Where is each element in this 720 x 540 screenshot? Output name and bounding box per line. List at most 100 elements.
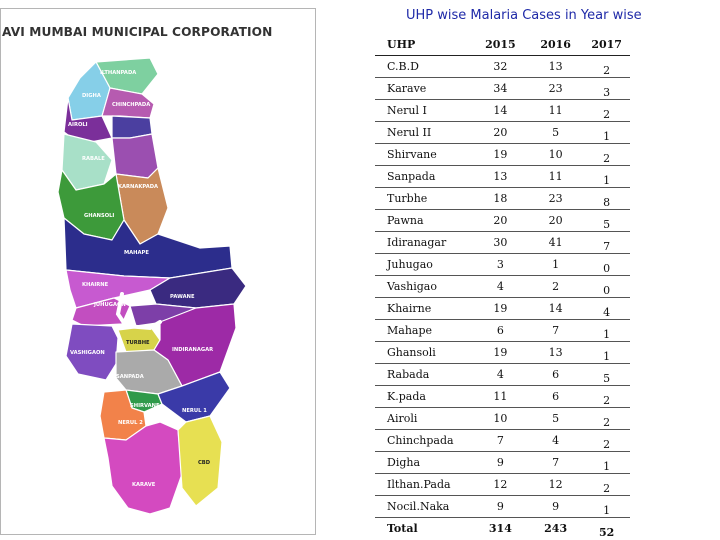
- cases-2016-cell: 23: [528, 77, 584, 100]
- cases-2016-cell: 10: [528, 143, 584, 166]
- cases-2017-cell: 1: [583, 495, 630, 518]
- cases-2017-cell: 5: [583, 209, 630, 232]
- cases-2017-value: 1: [603, 350, 611, 363]
- cases-2017-cell: 5: [583, 363, 630, 386]
- cases-2016-cell: 2: [528, 275, 584, 298]
- region-turbhe: [117, 325, 161, 353]
- label-rabale: RABALE: [82, 156, 105, 162]
- region-karave: [103, 421, 183, 515]
- region-vashigaon: [65, 323, 119, 381]
- cases-2017-value: 1: [603, 460, 611, 473]
- cases-2017-value: 8: [603, 196, 611, 209]
- cases-2017-value: 1: [603, 130, 611, 143]
- header-2016: 2016: [528, 33, 584, 56]
- cases-2017-value: 2: [603, 438, 611, 451]
- cases-2017-value: 52: [598, 526, 615, 539]
- cases-2017-value: 5: [603, 372, 611, 385]
- table-row: Nerul II 20 5 1: [375, 121, 630, 144]
- cases-2017-cell: 2: [583, 99, 630, 122]
- uhp-cell: Shirvane: [375, 143, 473, 166]
- label-airoli: AIROLI: [68, 122, 88, 128]
- cases-2017-value: 0: [603, 262, 611, 275]
- cases-2017-cell: 1: [583, 451, 630, 474]
- cases-2016-cell: 6: [528, 363, 584, 386]
- label-sanpada: SANPADA: [116, 374, 144, 380]
- label-nerul1: NERUL 1: [182, 408, 207, 414]
- cases-2015-cell: 19: [472, 143, 528, 166]
- cases-2015-cell: 13: [472, 165, 528, 188]
- table-row: Mahape 6 7 1: [375, 319, 630, 342]
- cases-2017-cell: 1: [583, 319, 630, 342]
- label-juhugaon: JUHUGAON: [93, 302, 126, 308]
- cases-2017-value: 2: [603, 152, 611, 165]
- uhp-cell: Khairne: [375, 297, 473, 320]
- cases-2017-value: 1: [603, 328, 611, 341]
- label-khairne: KHAIRNE: [82, 282, 109, 288]
- uhp-cell: Total: [387, 522, 418, 535]
- cases-2016-cell: 12: [528, 473, 584, 496]
- cases-2017-cell: 8: [583, 187, 630, 210]
- cases-2015-cell: 14: [472, 99, 528, 122]
- table-row: Pawna 20 20 5: [375, 209, 630, 232]
- table-row: Nocil.Naka 9 9 1: [375, 495, 630, 518]
- uhp-cell: K.pada: [375, 385, 473, 408]
- cases-2017-cell: 0: [583, 253, 630, 276]
- cases-2017-cell: 2: [583, 429, 630, 452]
- cases-2017-value: 1: [603, 504, 611, 517]
- cases-2017-value: 3: [603, 86, 611, 99]
- table-row: Juhugao 3 1 0: [375, 253, 630, 276]
- uhp-cell: Nerul I: [375, 99, 473, 122]
- label-shirvane: SHIRVANE: [130, 403, 160, 409]
- cases-2017-value: 0: [603, 284, 611, 297]
- malaria-cases-table: UHP 2015 2016 2017 C.B.D 32 13 2 Karave 34 23 3…: [375, 33, 630, 539]
- header-2015: 2015: [472, 33, 528, 56]
- header-uhp: UHP: [375, 33, 473, 56]
- region-karnakpada-top: [111, 133, 159, 179]
- cases-2016-cell: 1: [528, 253, 584, 276]
- uhp-cell: Chinchpada: [375, 429, 473, 452]
- table-row: K.pada 11 6 2: [375, 385, 630, 408]
- label-mahape: MAHAPE: [124, 250, 149, 256]
- table-row: Rabada 4 6 5: [375, 363, 630, 386]
- cases-2016-cell: 7: [528, 451, 584, 474]
- cases-2016-cell: 14: [528, 297, 584, 320]
- cases-2015-cell: 32: [472, 55, 528, 78]
- label-ilthanpada: ILTHANPADA: [100, 70, 136, 76]
- cases-2015-cell: 7: [472, 429, 528, 452]
- road-outline: [115, 292, 162, 331]
- cases-2017-value: 2: [603, 416, 611, 429]
- label-digha: DIGHA: [82, 93, 101, 99]
- cases-2016-cell: 9: [528, 495, 584, 518]
- cases-2017-cell: 2: [583, 55, 630, 78]
- cases-2016-cell: 11: [528, 165, 584, 188]
- cases-2017-value: 2: [603, 108, 611, 121]
- cases-2015-cell: 20: [472, 209, 528, 232]
- table-row: Turbhe 18 23 8: [375, 187, 630, 210]
- cases-2015-cell: 9: [472, 451, 528, 474]
- cases-2015-cell: 19: [472, 341, 528, 364]
- cases-2016-cell: 23: [528, 187, 584, 210]
- table-row: Shirvane 19 10 2: [375, 143, 630, 166]
- table-row: Digha 9 7 1: [375, 451, 630, 474]
- uhp-cell: Nocil.Naka: [375, 495, 473, 518]
- cases-2017-value: 5: [603, 218, 611, 231]
- cases-2017-cell: 1: [583, 165, 630, 188]
- page-title: UHP wise Malaria Cases in Year wise: [406, 8, 642, 23]
- cases-2017-cell: 0: [583, 275, 630, 298]
- uhp-cell: Digha: [375, 451, 473, 474]
- table-row: Vashigao 4 2 0: [375, 275, 630, 298]
- cases-2017-value: 2: [603, 64, 611, 77]
- cases-2016-cell: 13: [528, 55, 584, 78]
- table-row: Nerul I 14 11 2: [375, 99, 630, 122]
- cases-2017-value: 1: [603, 174, 611, 187]
- cases-2016-cell: 5: [528, 407, 584, 430]
- map-drawing: ILTHANPADA DIGHA CHINCHPADA AIROLI RABAL…: [57, 57, 247, 515]
- uhp-cell: Sanpada: [375, 165, 473, 188]
- cases-2015-cell: 20: [472, 121, 528, 144]
- uhp-cell: Ilthan.Pada: [375, 473, 473, 496]
- uhp-cell: Turbhe: [375, 187, 473, 210]
- cases-2017-cell: 4: [583, 297, 630, 320]
- cases-2015-cell: 12: [472, 473, 528, 496]
- cases-2017-cell: 3: [583, 77, 630, 100]
- cases-2016-cell: 7: [528, 319, 584, 342]
